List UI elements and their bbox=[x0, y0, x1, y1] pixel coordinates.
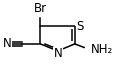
Text: Br: Br bbox=[34, 2, 47, 15]
Text: N: N bbox=[53, 47, 62, 60]
Text: NH₂: NH₂ bbox=[90, 43, 112, 56]
Text: S: S bbox=[76, 20, 83, 33]
Text: N: N bbox=[3, 37, 12, 50]
